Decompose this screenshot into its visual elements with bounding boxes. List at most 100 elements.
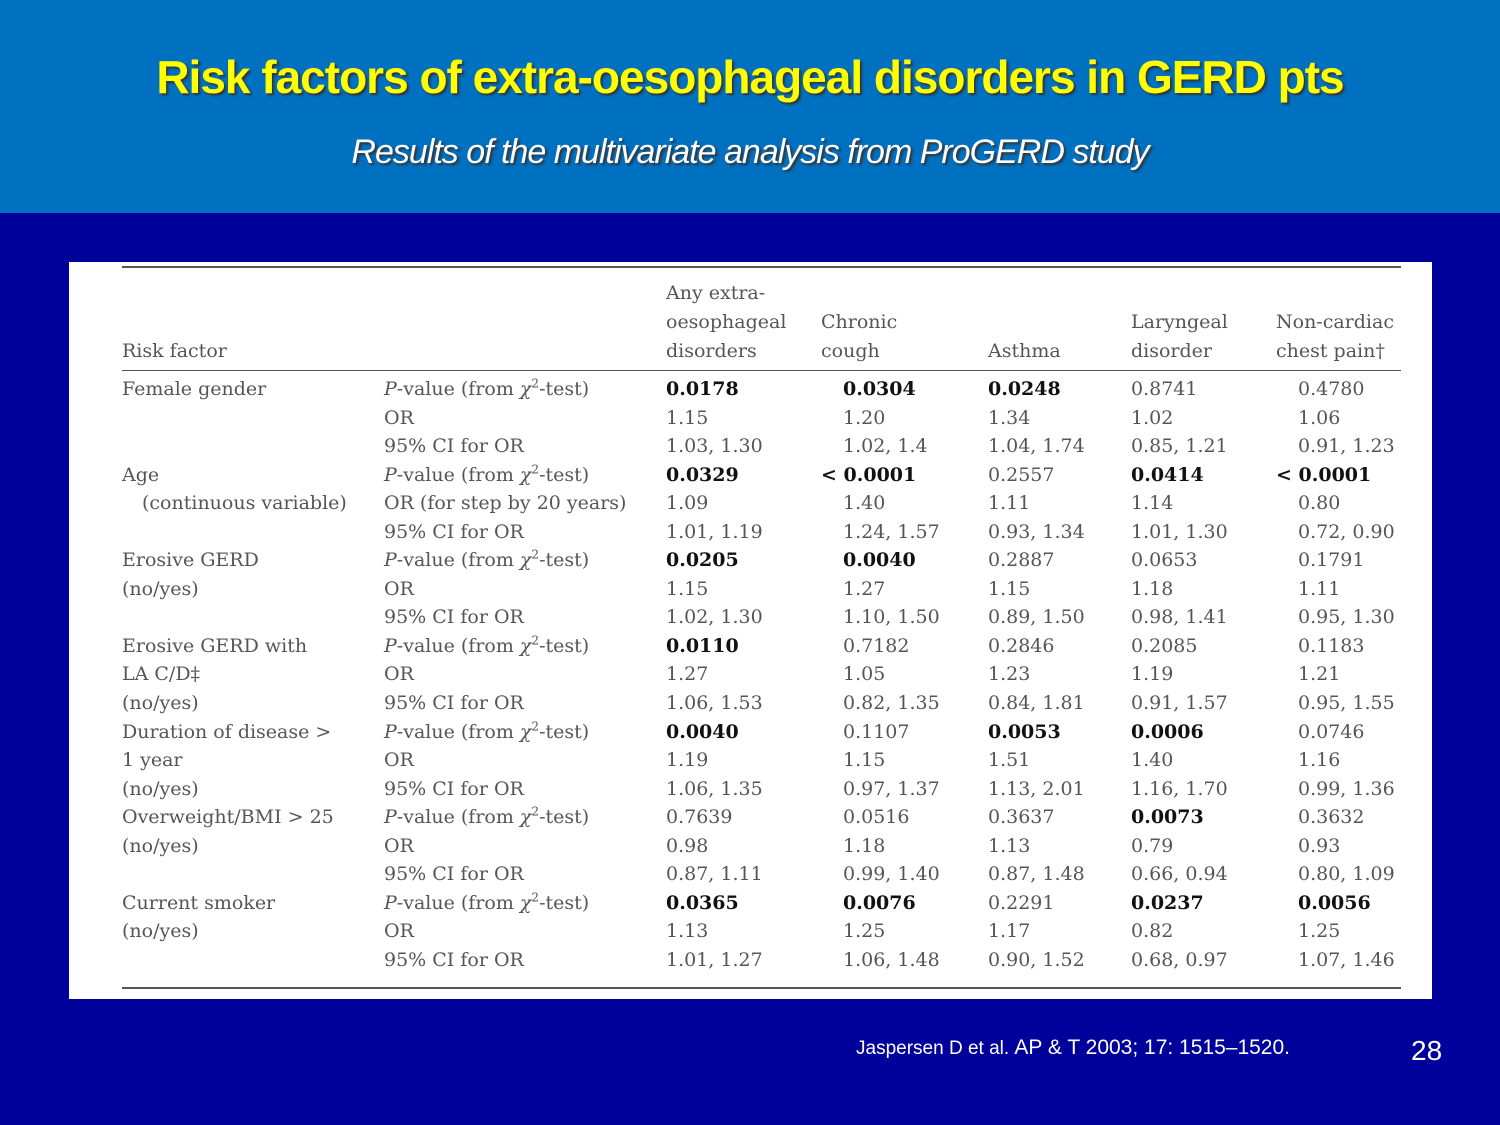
- chronic-cough-cell: 1.05: [843, 663, 886, 686]
- citation: Jaspersen D et al. AP & T 2003; 17: 1515…: [856, 1036, 1290, 1060]
- statistic-label-cell: OR: [384, 577, 414, 600]
- risk-factor-cell: LA C/D‡: [122, 663, 201, 686]
- chronic-cough-cell: 0.0516: [843, 806, 910, 829]
- table-row: 1 year OR 1.19 1.15 1.51 1.40 1.16: [69, 746, 1432, 775]
- chronic-cough-cell: 0.99, 1.40: [843, 863, 940, 886]
- table-row: (no/yes) OR 1.15 1.27 1.15 1.18 1.11: [69, 575, 1432, 604]
- table-row: Current smoker P-value (from χ2-test) 0.03…: [69, 889, 1432, 918]
- laryngeal-disorder-cell: 0.0414: [1131, 463, 1204, 486]
- chronic-cough-cell: 0.0304: [843, 378, 916, 400]
- laryngeal-disorder-cell: 0.0073: [1131, 806, 1204, 829]
- statistic-label-cell: OR: [384, 663, 414, 686]
- chest-pain-cell: 0.1791: [1298, 549, 1365, 572]
- any-extra-oesophageal-cell: 0.0110: [666, 634, 739, 657]
- table-row: 95% CI for OR 1.03, 1.30 1.02, 1.4 1.04, 1.…: [69, 432, 1432, 461]
- chronic-cough-cell: 1.10, 1.50: [843, 606, 940, 629]
- statistic-label-cell: P-value (from χ2-test): [384, 804, 590, 829]
- asthma-cell: 1.34: [988, 406, 1031, 429]
- header-line: disorders: [666, 340, 757, 362]
- risk-factor-cell: 1 year: [122, 749, 183, 772]
- header-line: Non-cardiac: [1276, 311, 1394, 333]
- statistic-label-cell: OR: [384, 834, 414, 857]
- chest-pain-cell: 1.25: [1298, 920, 1341, 943]
- chest-pain-cell: 0.93: [1298, 834, 1341, 857]
- statistic-label-cell: OR: [384, 749, 414, 772]
- slide-title: Risk factors of extra-oesophageal disord…: [156, 51, 1344, 103]
- table-row: Female gender P-value (from χ2-test) 0.017…: [69, 375, 1432, 404]
- any-extra-oesophageal-cell: 0.0178: [666, 378, 739, 400]
- table-row: (no/yes) OR 0.98 1.18 1.13 0.79 0.93: [69, 832, 1432, 861]
- statistic-label-cell: P-value (from χ2-test): [384, 890, 590, 914]
- any-extra-oesophageal-cell: 1.27: [666, 663, 709, 686]
- chronic-cough-cell: < 0.0001: [821, 463, 917, 486]
- header-line: Laryngeal: [1131, 311, 1228, 333]
- laryngeal-disorder-cell: 0.0237: [1131, 891, 1204, 914]
- any-extra-oesophageal-cell: 0.0040: [666, 720, 739, 743]
- table-top-rule: [122, 266, 1401, 268]
- laryngeal-disorder-cell: 0.8741: [1131, 378, 1198, 400]
- any-extra-oesophageal-cell: 1.15: [666, 577, 709, 600]
- asthma-cell: 0.93, 1.34: [988, 520, 1085, 543]
- header-risk-factor: Risk factor: [122, 274, 227, 370]
- chest-pain-cell: 0.95, 1.55: [1298, 692, 1395, 715]
- risk-factor-cell: Female gender: [122, 378, 267, 400]
- chronic-cough-cell: 0.1107: [843, 720, 910, 743]
- table-row: OR 1.15 1.20 1.34 1.02 1.06: [69, 404, 1432, 433]
- any-extra-oesophageal-cell: 1.13: [666, 920, 709, 943]
- statistic-label-cell: OR: [384, 920, 414, 943]
- header-line: Risk factor: [122, 340, 227, 362]
- any-extra-oesophageal-cell: 0.0329: [666, 463, 739, 486]
- table-row: Erosive GERD P-value (from χ2-test) 0.0205…: [69, 546, 1432, 575]
- chronic-cough-cell: 1.40: [843, 492, 886, 515]
- statistic-label-cell: OR (for step by 20 years): [384, 492, 627, 515]
- chest-pain-cell: 1.16: [1298, 749, 1341, 772]
- laryngeal-disorder-cell: 0.82: [1131, 920, 1174, 943]
- chest-pain-cell: 0.91, 1.23: [1298, 435, 1395, 458]
- asthma-cell: 0.0248: [988, 378, 1061, 400]
- laryngeal-disorder-cell: 0.85, 1.21: [1131, 435, 1228, 458]
- statistic-label-cell: 95% CI for OR: [384, 777, 524, 800]
- asthma-cell: 0.2887: [988, 549, 1055, 572]
- asthma-cell: 0.3637: [988, 806, 1055, 829]
- statistic-label-cell: OR: [384, 406, 414, 429]
- table-row: Erosive GERD with P-value (from χ2-test) 0…: [69, 632, 1432, 661]
- risk-factor-cell: Erosive GERD with: [122, 634, 308, 657]
- risk-factor-cell: (no/yes): [122, 577, 199, 600]
- chest-pain-cell: 0.99, 1.36: [1298, 777, 1395, 800]
- page-number: 28: [1411, 1035, 1443, 1066]
- table-panel: Risk factor Any extra- oesophageal disor…: [69, 262, 1432, 999]
- chest-pain-cell: 0.0056: [1298, 891, 1371, 914]
- asthma-cell: 0.2291: [988, 891, 1055, 914]
- header-line: disorder: [1131, 340, 1213, 362]
- risk-factor-cell: (no/yes): [122, 692, 199, 715]
- chest-pain-cell: 0.72, 0.90: [1298, 520, 1395, 543]
- chronic-cough-cell: 1.06, 1.48: [843, 948, 940, 971]
- laryngeal-disorder-cell: 1.19: [1131, 663, 1174, 686]
- any-extra-oesophageal-cell: 1.09: [666, 492, 709, 515]
- laryngeal-disorder-cell: 0.2085: [1131, 634, 1198, 657]
- statistic-label-cell: 95% CI for OR: [384, 863, 524, 886]
- asthma-cell: 1.15: [988, 577, 1031, 600]
- table-bottom-rule: [122, 987, 1401, 989]
- any-extra-oesophageal-cell: 0.87, 1.11: [666, 863, 763, 886]
- any-extra-oesophageal-cell: 1.06, 1.35: [666, 777, 763, 800]
- chest-pain-cell: 0.80: [1298, 492, 1341, 515]
- asthma-cell: 0.84, 1.81: [988, 692, 1085, 715]
- table-header-rule: [122, 370, 1401, 371]
- chest-pain-cell: 1.21: [1298, 663, 1341, 686]
- chest-pain-cell: 0.4780: [1298, 378, 1365, 400]
- statistic-label-cell: P-value (from χ2-test): [384, 462, 590, 486]
- risk-factor-cell: (no/yes): [122, 777, 199, 800]
- asthma-cell: 1.13, 2.01: [988, 777, 1085, 800]
- chest-pain-cell: 0.0746: [1298, 720, 1365, 743]
- header-line: Asthma: [988, 340, 1061, 362]
- table-row: (no/yes) OR 1.13 1.25 1.17 0.82 1.25: [69, 917, 1432, 946]
- asthma-cell: 0.87, 1.48: [988, 863, 1085, 886]
- asthma-cell: 1.51: [988, 749, 1031, 772]
- chest-pain-cell: 1.07, 1.46: [1298, 948, 1395, 971]
- laryngeal-disorder-cell: 0.66, 0.94: [1131, 863, 1228, 886]
- header-non-cardiac-chest-pain: Non-cardiac chest pain†: [1276, 274, 1394, 370]
- risk-factor-cell: Overweight/BMI > 25: [122, 806, 334, 829]
- statistic-label-cell: 95% CI for OR: [384, 948, 524, 971]
- laryngeal-disorder-cell: 1.16, 1.70: [1131, 777, 1228, 800]
